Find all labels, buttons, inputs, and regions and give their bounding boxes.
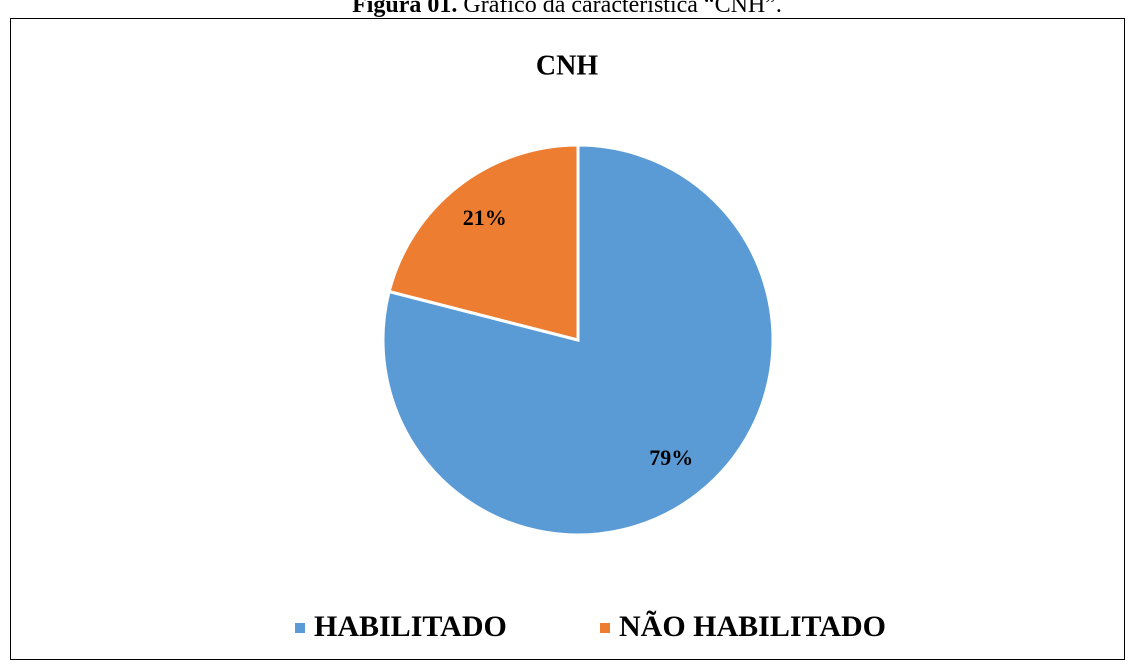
data-label: 79% — [649, 445, 693, 470]
caption-text: Gráfico da característica “CNH”. — [463, 0, 781, 18]
caption-label: Figura 01. — [352, 0, 457, 18]
pie-slice — [387, 143, 580, 342]
data-label: 21% — [463, 205, 507, 230]
chart-title: CNH — [536, 50, 598, 81]
caption: Figura 01. Gráfico da característica “CNH… — [352, 0, 782, 18]
legend-swatch — [600, 623, 610, 633]
legend-label: NÃO HABILITADO — [619, 610, 886, 643]
legend-label: HABILITADO — [314, 610, 507, 643]
legend-swatch — [295, 623, 305, 633]
